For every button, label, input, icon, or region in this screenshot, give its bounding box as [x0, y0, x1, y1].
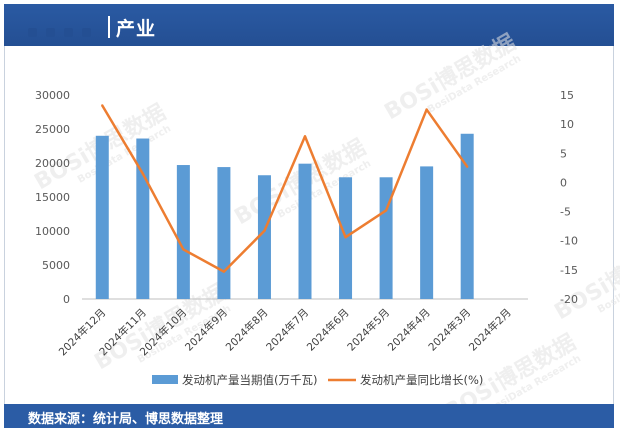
y-right-tick-label: 0	[560, 176, 567, 189]
legend-bar-label: 发动机产量当期值(万千瓦)	[182, 373, 317, 387]
y-right-tick-label: 15	[560, 89, 574, 102]
bar	[176, 165, 190, 299]
y-left-tick-label: 5000	[42, 259, 70, 272]
watermark-text: BOSi博思数据	[380, 29, 520, 125]
header-logo-marks	[28, 22, 104, 37]
bar	[420, 166, 434, 299]
y-left-tick-label: 30000	[35, 89, 70, 102]
bar	[379, 177, 393, 299]
legend-bar-swatch	[152, 375, 178, 384]
line-layer	[101, 104, 469, 273]
y-right-tick-label: -5	[560, 206, 571, 219]
x-tick-label: 2024年4月	[385, 306, 433, 354]
legend: 发动机产量当期值(万千瓦) 发动机产量同比增长(%)	[152, 373, 483, 387]
bars-layer	[95, 133, 474, 299]
growth-point	[263, 229, 266, 233]
bar	[217, 167, 231, 299]
bar	[460, 133, 474, 299]
growth-point	[141, 172, 145, 175]
y-left-tick-label: 20000	[35, 157, 70, 170]
bar	[298, 163, 312, 299]
growth-point	[303, 135, 307, 138]
growth-line	[101, 104, 469, 273]
footer-bar: 数据来源：统计局、博思数据整理	[4, 404, 614, 428]
y-left-tick-label: 15000	[35, 191, 70, 204]
growth-point	[101, 104, 104, 107]
growth-point	[222, 270, 226, 273]
y-left-tick-label: 25000	[35, 123, 70, 136]
x-tick-label: 2024年5月	[345, 306, 393, 354]
x-tick-label: 2024年2月	[466, 306, 514, 354]
y-right-tick-label: -20	[560, 293, 578, 306]
footer-source: 数据来源：统计局、博思数据整理	[28, 412, 224, 427]
header-separator	[108, 16, 110, 38]
growth-point	[344, 236, 347, 239]
header-title: 产业	[116, 18, 157, 40]
bar	[136, 138, 150, 299]
y-right-tick-label: 5	[560, 147, 567, 160]
legend-line-label: 发动机产量同比增长(%)	[360, 373, 483, 387]
x-tick-label: 2024年3月	[426, 306, 474, 354]
x-tick-label: 2024年6月	[304, 306, 352, 354]
x-tick-label: 2024年7月	[263, 306, 311, 354]
bar	[257, 175, 271, 299]
growth-point	[425, 108, 428, 111]
y-right-tick-label: 10	[560, 118, 574, 131]
y-left-tick-label: 10000	[35, 225, 70, 238]
y-right-tick-label: -15	[560, 264, 578, 277]
y-right-tick-label: -10	[560, 235, 578, 248]
header-bar: 产业	[4, 4, 614, 46]
bar	[95, 135, 109, 299]
growth-point	[465, 165, 469, 168]
y-left-tick-label: 0	[63, 293, 70, 306]
growth-point	[384, 209, 388, 212]
growth-point	[182, 248, 185, 251]
